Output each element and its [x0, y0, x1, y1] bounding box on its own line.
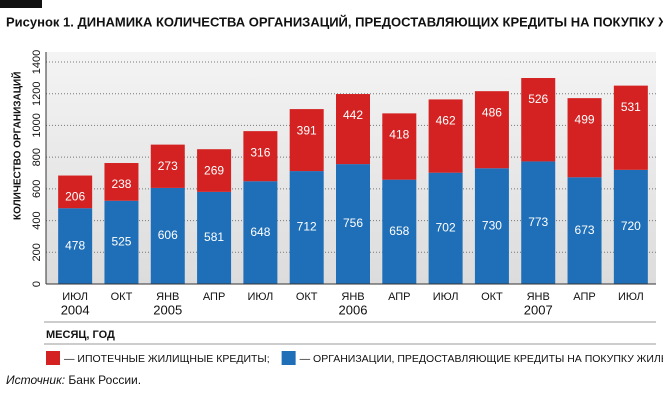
value-label: 418: [389, 128, 409, 142]
value-label: 702: [436, 221, 456, 235]
value-label: 773: [528, 215, 548, 229]
value-label: 648: [250, 225, 270, 239]
value-label: 462: [436, 114, 456, 128]
value-label: 720: [621, 219, 641, 233]
year-label: 2006: [339, 302, 368, 317]
decor-bar: [0, 0, 42, 8]
value-label: 525: [111, 235, 131, 249]
legend-label: — ИПОТЕЧНЫЕ ЖИЛИЩНЫЕ КРЕДИТЫ;: [64, 353, 270, 365]
source-label: Источник:: [6, 373, 65, 387]
bar-segment: [150, 187, 185, 284]
bar-segment: [289, 171, 324, 284]
year-label: 2005: [153, 302, 182, 317]
y-tick-label: 800: [31, 148, 43, 166]
x-tick-label: ЯНВ: [341, 291, 364, 303]
bar-segment: [243, 181, 278, 284]
bar-segment: [613, 85, 648, 170]
chart-title: Рисунок 1. ДИНАМИКА КОЛИЧЕСТВА ОРГАНИЗАЦ…: [6, 14, 663, 29]
bar-segment: [521, 78, 556, 162]
y-tick-label: 0: [31, 281, 43, 287]
value-label: 673: [575, 223, 595, 237]
bar-segment: [428, 99, 463, 173]
bar-segment: [474, 168, 509, 284]
legend-label: — ОРГАНИЗАЦИИ, ПРЕДОСТАВЛЯЮЩИЕ КРЕДИТЫ Н…: [300, 353, 663, 365]
x-tick-label: ИЮЛ: [618, 291, 644, 303]
bar-segment: [58, 208, 93, 284]
value-label: 581: [204, 230, 224, 244]
y-tick-label: 600: [31, 180, 43, 198]
y-tick-label: 1200: [31, 81, 43, 105]
x-tick-label: АПР: [203, 291, 225, 303]
x-axis-label: МЕСЯЦ, ГОД: [46, 329, 115, 341]
bar-segment: [567, 98, 602, 178]
bar-segment: [428, 172, 463, 284]
value-label: 712: [297, 220, 317, 234]
value-label: 499: [575, 112, 595, 126]
legend-swatch: [281, 351, 296, 365]
bar-segment: [289, 109, 324, 172]
x-tick-label: ИЮЛ: [433, 291, 459, 303]
value-label: 206: [65, 190, 85, 204]
value-label: 730: [482, 218, 502, 232]
bar-segment: [150, 144, 185, 188]
y-axis-label: КОЛИЧЕСТВО ОРГАНИЗАЦИЙ: [11, 72, 24, 220]
legend: — ИПОТЕЧНЫЕ ЖИЛИЩНЫЕ КРЕДИТЫ; — ОРГАНИЗАЦ…: [46, 351, 663, 365]
x-tick-label: ОКТ: [481, 291, 503, 303]
value-label: 478: [65, 238, 85, 252]
bar-segment: [197, 191, 232, 284]
bar-segment: [567, 177, 602, 284]
value-label: 486: [482, 105, 502, 119]
value-label: 316: [250, 145, 270, 159]
bar-segment: [521, 161, 556, 284]
value-label: 658: [389, 224, 409, 238]
bar-segment: [197, 149, 232, 192]
source: Источник: Банк России.: [6, 373, 141, 387]
value-label: 269: [204, 163, 224, 177]
bar-segment: [243, 131, 278, 182]
value-label: 273: [158, 159, 178, 173]
x-tick-label: ИЮЛ: [62, 291, 88, 303]
bar-segment: [104, 200, 139, 284]
x-tick-label: ОКТ: [111, 291, 133, 303]
y-tick-label: 1400: [31, 50, 43, 74]
source-text: Банк России.: [68, 373, 141, 387]
x-tick-label: АПР: [388, 291, 410, 303]
value-label: 238: [111, 177, 131, 191]
value-label: 526: [528, 92, 548, 106]
bar-segment: [474, 91, 509, 169]
y-tick-label: 1000: [31, 113, 43, 137]
bar-segment: [382, 113, 417, 180]
y-tick-label: 400: [31, 211, 43, 229]
value-label: 391: [297, 123, 317, 137]
x-tick-label: ОКТ: [296, 291, 318, 303]
value-label: 606: [158, 228, 178, 242]
year-label: 2004: [61, 302, 90, 317]
bar-segment: [58, 175, 93, 209]
bar-segment: [336, 94, 370, 165]
value-label: 442: [343, 108, 363, 122]
x-tick-label: ИЮЛ: [248, 291, 274, 303]
bar-segment: [336, 164, 370, 284]
value-label: 756: [343, 216, 363, 230]
y-tick-label: 200: [31, 243, 43, 261]
x-tick-label: ЯНВ: [527, 291, 550, 303]
value-label: 531: [621, 100, 641, 114]
bar-segment: [104, 163, 139, 201]
x-tick-label: АПР: [573, 291, 595, 303]
legend-swatch: [46, 351, 60, 365]
x-tick-label: ЯНВ: [156, 291, 179, 303]
bar-segment: [613, 169, 648, 284]
year-label: 2007: [524, 302, 553, 317]
bar-segment: [382, 179, 417, 284]
